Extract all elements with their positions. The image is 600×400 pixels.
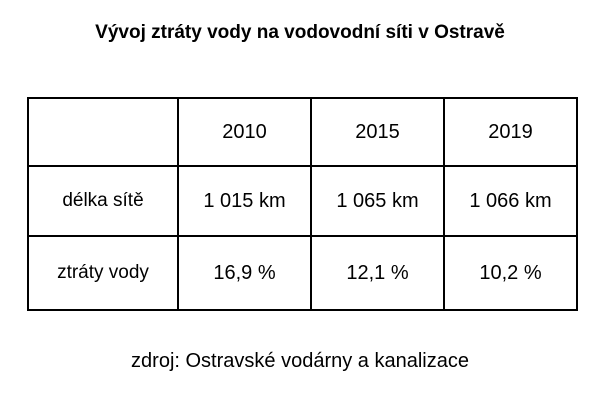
- table-row: délka sítě 1 015 km 1 065 km 1 066 km: [27, 165, 578, 237]
- title: Vývoj ztráty vody na vodovodní síti v Os…: [95, 22, 505, 43]
- column-header: 2015: [310, 97, 445, 167]
- column-header: 2010: [177, 97, 312, 167]
- cell: 1 015 km: [177, 165, 312, 237]
- header-row: 2010 2015 2019: [27, 97, 578, 167]
- cell: 16,9 %: [177, 235, 312, 311]
- source-note: zdroj: Ostravské vodárny a kanalizace: [131, 350, 469, 372]
- cell: 10,2 %: [443, 235, 578, 311]
- row-label: délka sítě: [27, 165, 179, 237]
- row-label: ztráty vody: [27, 235, 179, 311]
- column-header: 2019: [443, 97, 578, 167]
- cell: 1 066 km: [443, 165, 578, 237]
- corner-cell: [27, 97, 179, 167]
- cell: 1 065 km: [310, 165, 445, 237]
- table-row: ztráty vody 16,9 % 12,1 % 10,2 %: [27, 235, 578, 311]
- cell: 12,1 %: [310, 235, 445, 311]
- data-table: 2010 2015 2019 délka sítě 1 015 km 1 065…: [27, 97, 578, 311]
